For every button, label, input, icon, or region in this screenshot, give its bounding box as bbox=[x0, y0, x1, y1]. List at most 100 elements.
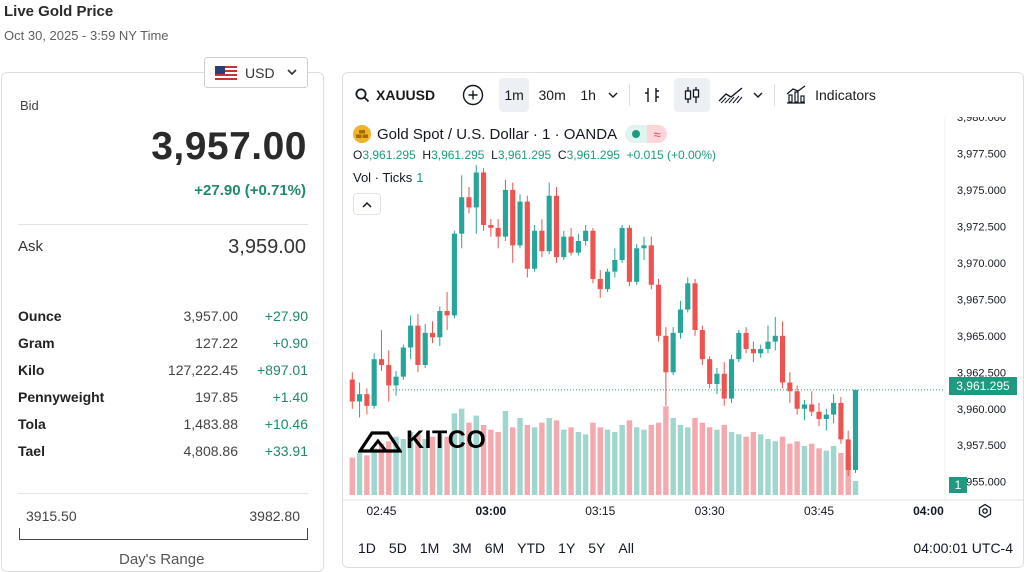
price-chart[interactable]: 3,980.000 3,977.500 3,975.000 3,972.500 3,97… bbox=[343, 117, 1024, 529]
area-chart-icon bbox=[718, 87, 743, 104]
unit-change: +897.01 bbox=[257, 361, 308, 378]
timeframe-6m[interactable]: 6M bbox=[484, 540, 505, 556]
area-style-button[interactable] bbox=[714, 78, 748, 112]
volume-bar bbox=[473, 415, 479, 495]
chart-style-dropdown[interactable] bbox=[748, 78, 768, 112]
volume-bar bbox=[816, 448, 822, 495]
range-high: 3982.80 bbox=[249, 508, 300, 524]
close-value: 3,961.295 bbox=[566, 148, 620, 162]
candle-body bbox=[845, 439, 851, 471]
unit-name: Tael bbox=[18, 442, 45, 459]
chart-clock[interactable]: 04:00:01 UTC-4 bbox=[913, 540, 1013, 556]
candle-body bbox=[480, 172, 487, 225]
bid-change: +27.90 (+0.71%) bbox=[194, 182, 306, 199]
volume-bar bbox=[801, 446, 808, 495]
volume-bar bbox=[480, 425, 487, 495]
timeframe-1y[interactable]: 1Y bbox=[558, 540, 576, 556]
volume-bar bbox=[582, 434, 589, 495]
volume-bar bbox=[794, 441, 800, 495]
candle-body bbox=[553, 195, 560, 258]
unit-price: 3,957.00 bbox=[183, 307, 239, 324]
toolbar-divider bbox=[629, 84, 631, 106]
volume-bar bbox=[626, 420, 633, 495]
candle-body bbox=[422, 332, 428, 365]
toolbar-divider bbox=[774, 84, 776, 106]
candle-style-button[interactable] bbox=[674, 78, 711, 112]
candle-body bbox=[524, 201, 530, 269]
candle-body bbox=[736, 332, 742, 360]
timeframe-ytd[interactable]: YTD bbox=[517, 540, 546, 556]
volume-bar bbox=[502, 411, 509, 495]
unit-price-table: Ounce 3,957.00 +27.90 Gram 127.22 +0.90 … bbox=[18, 302, 310, 464]
symbol-search[interactable]: XAUUSD bbox=[355, 87, 435, 103]
candle-body bbox=[809, 404, 815, 412]
interval-1m[interactable]: 1m bbox=[499, 78, 530, 112]
unit-price: 1,483.88 bbox=[183, 415, 239, 432]
compare-button[interactable] bbox=[455, 78, 491, 112]
candle-body bbox=[568, 236, 574, 253]
candle-body bbox=[852, 389, 859, 471]
x-tick-label: 03:00 bbox=[476, 504, 507, 518]
candle-body bbox=[750, 348, 756, 354]
volume-bar bbox=[823, 450, 830, 495]
timeframe-5y[interactable]: 5Y bbox=[588, 540, 606, 556]
candle-body bbox=[758, 348, 764, 354]
volume-bar bbox=[568, 427, 574, 495]
collapse-legend-button[interactable] bbox=[353, 193, 381, 215]
candle-body bbox=[838, 402, 844, 440]
interval-30m[interactable]: 30m bbox=[533, 78, 571, 112]
volume-bar bbox=[451, 413, 458, 495]
table-row: Gram 127.22 +0.90 bbox=[18, 329, 310, 356]
x-tick-label: 03:30 bbox=[695, 504, 725, 518]
y-tick-label: 3,970.000 bbox=[957, 258, 1006, 270]
volume-bar bbox=[619, 425, 625, 495]
timeframe-all[interactable]: All bbox=[618, 540, 634, 556]
timeframe-1m[interactable]: 1M bbox=[419, 540, 440, 556]
table-row: Tael 4,808.86 +33.91 bbox=[18, 437, 310, 464]
volume-bar bbox=[444, 436, 450, 495]
volume-bar bbox=[561, 429, 567, 495]
volume-bar bbox=[524, 425, 531, 495]
candle-body bbox=[787, 382, 793, 392]
timeframe-3m[interactable]: 3M bbox=[452, 540, 472, 556]
table-row: Kilo 127,222.45 +897.01 bbox=[18, 356, 310, 383]
candle-body bbox=[378, 359, 385, 365]
market-open-indicator bbox=[625, 125, 648, 143]
interval-1h[interactable]: 1h bbox=[573, 78, 603, 112]
volume-bar bbox=[393, 436, 399, 495]
currency-label: USD bbox=[245, 64, 275, 81]
gear-icon[interactable] bbox=[977, 503, 993, 519]
volume-bar bbox=[699, 422, 706, 495]
timeframe-5d[interactable]: 5D bbox=[388, 540, 407, 556]
interval-dropdown[interactable] bbox=[603, 78, 623, 112]
bar-style-button[interactable] bbox=[636, 78, 668, 112]
volume-bar bbox=[415, 434, 421, 495]
y-tick-label: 3,980.000 bbox=[957, 117, 1006, 124]
volume-bar bbox=[685, 427, 691, 495]
timeframe-1d[interactable]: 1D bbox=[358, 540, 376, 556]
unit-change: +10.46 bbox=[264, 415, 308, 432]
candle-body bbox=[670, 332, 676, 373]
volume-bar bbox=[371, 448, 377, 495]
gold-symbol-icon bbox=[353, 125, 371, 143]
candle-body bbox=[517, 201, 523, 246]
candle-body bbox=[459, 197, 465, 234]
indicators-button[interactable]: Indicators bbox=[781, 78, 891, 112]
kitco-logo-icon bbox=[358, 430, 402, 453]
candle-body bbox=[532, 230, 538, 269]
candle-body bbox=[561, 236, 567, 258]
currency-select[interactable]: USD bbox=[204, 57, 308, 88]
volume-bar bbox=[488, 429, 494, 495]
volume-bar bbox=[852, 481, 859, 495]
candle-body bbox=[823, 414, 829, 419]
ask-price: 3,959.00 bbox=[228, 236, 306, 258]
kitco-wordmark: KITCO bbox=[406, 426, 487, 454]
y-tick-label: 3,975.000 bbox=[957, 185, 1006, 197]
candle-body bbox=[583, 230, 589, 241]
unit-name: Gram bbox=[18, 334, 55, 351]
volume-bar bbox=[386, 441, 392, 495]
market-status[interactable]: ≈ bbox=[625, 125, 668, 143]
candle-body bbox=[451, 233, 457, 316]
candle-body bbox=[685, 283, 691, 310]
volume-bar bbox=[400, 439, 407, 495]
